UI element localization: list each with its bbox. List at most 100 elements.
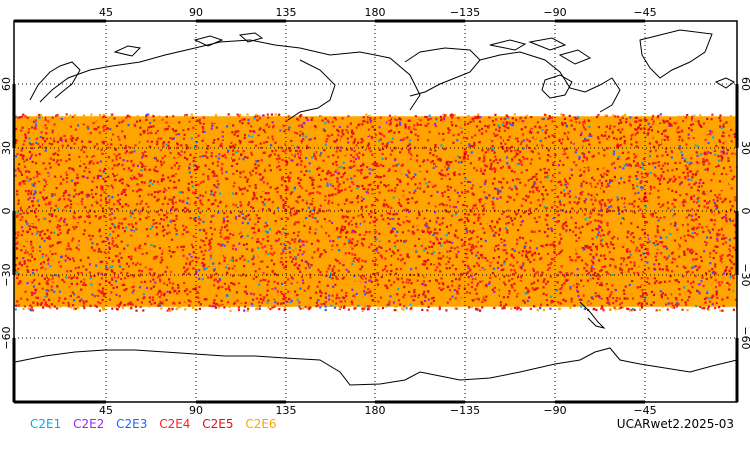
occultation-point [313, 206, 316, 209]
occultation-point [62, 194, 65, 198]
occultation-point [93, 166, 96, 170]
occultation-point [520, 267, 523, 270]
occultation-point [428, 219, 432, 222]
occultation-point [600, 291, 603, 294]
occultation-point [482, 209, 485, 212]
occultation-point [379, 116, 382, 119]
occultation-point [427, 118, 430, 121]
occultation-point [664, 134, 667, 137]
occultation-point [711, 113, 714, 116]
occultation-point [44, 149, 47, 152]
occultation-point [711, 271, 714, 275]
occultation-point [301, 199, 304, 202]
occultation-point [143, 181, 146, 184]
occultation-point [31, 232, 34, 235]
occultation-point [185, 144, 188, 147]
occultation-point [17, 273, 20, 276]
occultation-point [254, 247, 257, 250]
occultation-point [726, 296, 729, 299]
occultation-point [21, 295, 24, 298]
occultation-point [360, 219, 363, 222]
occultation-point [507, 270, 510, 273]
occultation-point [477, 113, 480, 116]
occultation-point [703, 245, 706, 248]
occultation-point [606, 297, 609, 300]
occultation-point [261, 120, 264, 123]
occultation-point [189, 186, 192, 190]
occultation-point [280, 217, 283, 220]
occultation-point [362, 162, 365, 165]
occultation-point [710, 195, 713, 198]
occultation-point [456, 134, 459, 137]
occultation-point [605, 188, 608, 191]
occultation-point [17, 158, 20, 161]
occultation-point [486, 259, 489, 262]
occultation-point [424, 139, 428, 142]
occultation-point [261, 268, 264, 271]
occultation-point [285, 289, 288, 292]
occultation-point [47, 257, 50, 260]
occultation-point [483, 182, 486, 186]
occultation-point [289, 131, 292, 134]
occultation-point [251, 237, 254, 240]
occultation-point [128, 146, 131, 149]
occultation-point [121, 130, 124, 133]
occultation-point [520, 238, 523, 241]
occultation-point [178, 165, 181, 168]
occultation-point [156, 176, 160, 179]
occultation-point [360, 233, 363, 236]
occultation-point [64, 191, 67, 194]
occultation-point [232, 149, 235, 152]
occultation-point [177, 153, 180, 156]
occultation-point [423, 119, 426, 122]
occultation-point [314, 202, 317, 205]
occultation-point [424, 224, 427, 227]
occultation-point [619, 222, 622, 225]
occultation-point [499, 181, 503, 184]
occultation-point [275, 209, 278, 213]
occultation-point [83, 226, 86, 229]
occultation-point [674, 232, 677, 235]
occultation-point [245, 274, 248, 277]
occultation-point [345, 166, 348, 169]
occultation-point [432, 166, 435, 169]
occultation-point [355, 154, 358, 157]
occultation-point [665, 265, 668, 268]
occultation-point [162, 234, 166, 237]
occultation-point [269, 234, 273, 237]
occultation-point [667, 172, 670, 175]
occultation-point [680, 216, 683, 219]
occultation-point [492, 257, 495, 260]
occultation-point [462, 243, 466, 246]
occultation-point [87, 256, 90, 259]
occultation-point [661, 305, 664, 308]
occultation-point [533, 281, 536, 284]
occultation-point [260, 188, 263, 192]
occultation-point [704, 241, 707, 244]
occultation-point [124, 241, 127, 244]
occultation-point [407, 141, 410, 144]
occultation-point [52, 153, 55, 156]
occultation-point [619, 254, 623, 257]
occultation-point [695, 160, 698, 164]
occultation-point [440, 169, 443, 172]
occultation-point [654, 139, 657, 142]
occultation-point [250, 240, 253, 243]
occultation-point [638, 237, 641, 240]
occultation-point [721, 146, 724, 149]
occultation-point [302, 134, 305, 137]
occultation-point [587, 214, 590, 217]
occultation-point [642, 271, 645, 274]
occultation-point [607, 170, 610, 173]
occultation-point [355, 153, 358, 156]
occultation-point [15, 241, 18, 244]
occultation-point [706, 186, 709, 189]
occultation-point [33, 270, 36, 273]
occultation-point [176, 255, 179, 258]
occultation-point [481, 149, 484, 152]
occultation-point [660, 132, 664, 135]
occultation-point [689, 172, 692, 175]
occultation-point [546, 176, 549, 179]
occultation-point [528, 190, 532, 193]
occultation-point [589, 246, 592, 249]
